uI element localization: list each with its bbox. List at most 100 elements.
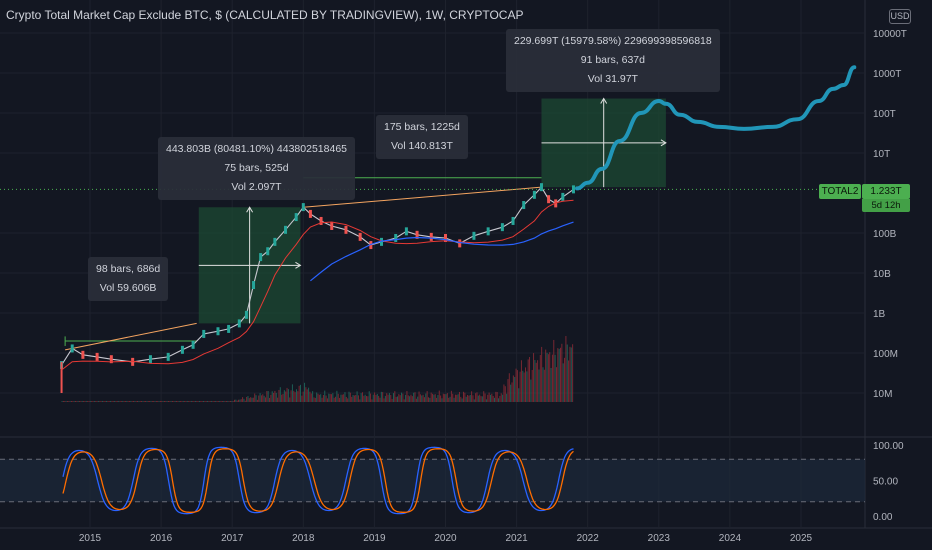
price-candle xyxy=(81,350,85,359)
volume-bar xyxy=(519,371,521,402)
ema-line xyxy=(61,199,574,371)
volume-bar xyxy=(167,401,169,402)
volume-bar xyxy=(345,396,347,402)
volume-bar xyxy=(197,401,199,402)
volume-bar xyxy=(213,401,215,402)
measure-cross-2-arrow-right xyxy=(660,139,667,147)
stoch-tick-label: 50.00 xyxy=(873,477,898,488)
volume-bar xyxy=(207,401,209,402)
volume-bar xyxy=(104,401,106,402)
volume-bar xyxy=(215,401,217,402)
volume-bar xyxy=(88,401,90,402)
volume-bar xyxy=(363,395,365,402)
price-candle xyxy=(237,319,241,328)
volume-bar xyxy=(146,401,148,402)
volume-bar xyxy=(69,401,71,402)
volume-bar xyxy=(335,396,337,402)
price-candle xyxy=(202,329,206,338)
volume-bar xyxy=(85,401,87,402)
volume-bar xyxy=(507,379,509,402)
volume-bar xyxy=(267,391,269,402)
stoch-k-line xyxy=(62,446,574,515)
volume-bar xyxy=(119,401,121,402)
volume-bar xyxy=(330,394,332,402)
volume-bar xyxy=(150,401,152,402)
volume-bar xyxy=(101,401,103,402)
volume-bar xyxy=(122,401,124,402)
volume-bar xyxy=(386,393,388,402)
volume-bar xyxy=(73,401,75,402)
volume-bar xyxy=(376,393,378,402)
measure-box-4-line3: Vol 31.97T xyxy=(587,73,638,85)
price-candle xyxy=(394,233,398,242)
volume-bar xyxy=(65,401,67,402)
volume-bar xyxy=(154,401,156,402)
chart-title: Crypto Total Market Cap Exclude BTC, $ (… xyxy=(6,8,524,22)
price-candle xyxy=(227,324,231,333)
volume-bar xyxy=(370,393,372,402)
volume-bar xyxy=(236,400,238,402)
volume-bar xyxy=(244,400,246,402)
volume-bar xyxy=(403,399,405,402)
volume-bar xyxy=(209,401,211,402)
y-tick-label: 10B xyxy=(873,269,891,280)
volume-bar xyxy=(561,343,563,402)
price-candle xyxy=(522,201,526,210)
volume-bar xyxy=(198,401,200,402)
volume-bar xyxy=(87,401,89,402)
volume-bar xyxy=(324,390,326,402)
volume-bar xyxy=(500,393,502,402)
volume-bar xyxy=(103,401,105,402)
volume-bar xyxy=(283,390,285,402)
volume-bar xyxy=(368,391,370,402)
volume-bar xyxy=(537,360,539,402)
volume-bar xyxy=(526,371,528,402)
volume-bar xyxy=(379,397,381,402)
volume-bar xyxy=(255,395,257,402)
price-candle xyxy=(191,340,195,349)
volume-bar xyxy=(520,360,522,402)
volume-bar xyxy=(348,391,350,402)
volume-bar xyxy=(546,352,548,402)
volume-bar xyxy=(282,393,284,402)
volume-bar xyxy=(300,384,302,402)
volume-bar xyxy=(432,393,434,402)
volume-bar xyxy=(405,394,407,402)
volume-bar xyxy=(340,394,342,402)
volume-bar xyxy=(329,393,331,402)
volume-bar xyxy=(471,391,473,402)
volume-bar xyxy=(391,398,393,402)
volume-bar xyxy=(242,397,244,402)
volume-bar xyxy=(487,394,489,402)
volume-bar xyxy=(279,387,281,402)
volume-bar xyxy=(351,396,353,402)
volume-bar xyxy=(145,401,147,402)
volume-bar xyxy=(477,395,479,402)
volume-bar xyxy=(290,390,292,402)
volume-bar xyxy=(542,367,544,402)
price-candle xyxy=(404,227,408,236)
measure-box-1-line1: 98 bars, 686d xyxy=(96,263,161,275)
y-tick-label: 1B xyxy=(873,309,886,320)
volume-bar xyxy=(166,401,168,402)
price-candle xyxy=(95,352,99,361)
volume-bar xyxy=(77,401,79,402)
volume-bar xyxy=(120,401,122,402)
volume-bar xyxy=(172,401,174,402)
volume-bar xyxy=(131,401,133,402)
volume-bar xyxy=(539,354,541,402)
volume-bar xyxy=(302,391,304,402)
volume-bar xyxy=(316,392,318,402)
x-tick-label: 2015 xyxy=(79,533,102,544)
currency-badge[interactable]: USD xyxy=(889,9,911,24)
x-tick-label: 2022 xyxy=(577,533,600,544)
volume-bar xyxy=(174,401,176,402)
volume-bar xyxy=(549,352,551,402)
volume-bar xyxy=(212,401,214,402)
volume-bar xyxy=(126,401,128,402)
volume-bar xyxy=(570,347,572,402)
volume-bar xyxy=(259,393,261,402)
volume-bar xyxy=(277,397,279,402)
x-tick-label: 2019 xyxy=(363,533,386,544)
